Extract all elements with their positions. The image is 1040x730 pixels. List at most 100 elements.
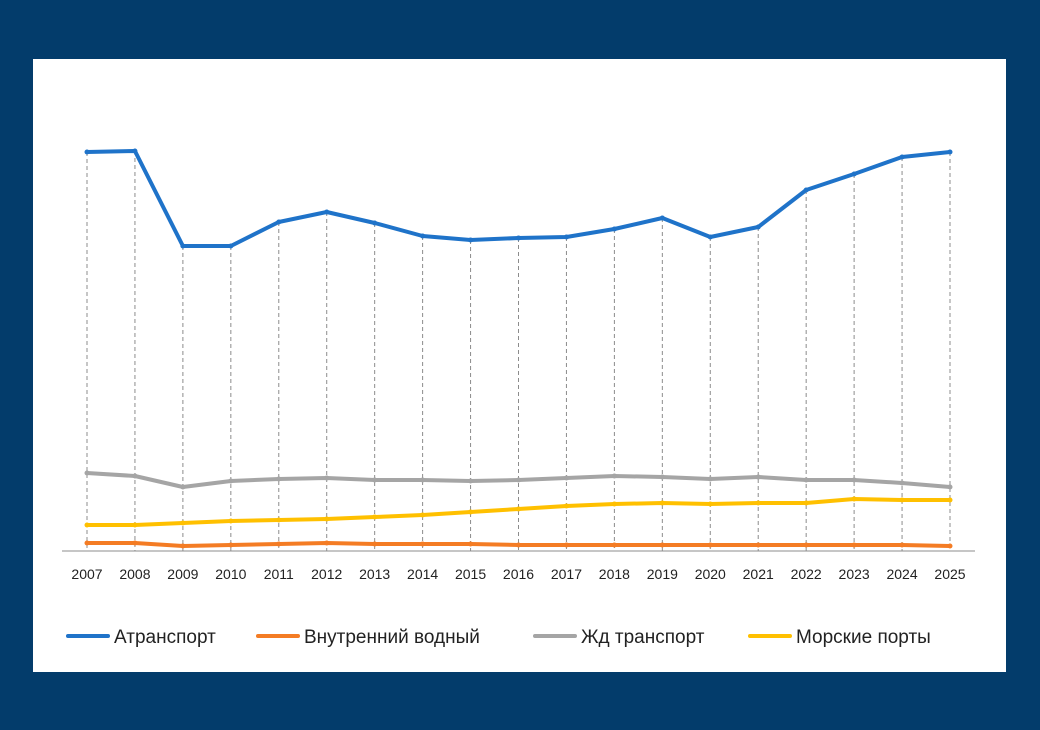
data-point <box>755 474 761 480</box>
data-point <box>180 543 186 549</box>
x-tick-label: 2013 <box>359 566 390 582</box>
data-point <box>516 542 521 548</box>
x-tick-label: 2009 <box>167 566 198 582</box>
data-point <box>707 234 713 240</box>
data-point <box>132 148 138 154</box>
data-point <box>468 478 474 484</box>
data-point <box>947 543 953 549</box>
data-point <box>372 477 378 483</box>
data-point <box>372 514 378 520</box>
data-point <box>563 542 569 548</box>
data-point <box>180 243 186 249</box>
data-point <box>468 541 474 547</box>
data-point <box>899 542 905 548</box>
data-point <box>276 219 282 225</box>
x-tick-label: 2017 <box>551 566 582 582</box>
x-tick-label: 2016 <box>503 566 534 582</box>
x-tick-label: 2014 <box>407 566 438 582</box>
data-point <box>372 541 378 547</box>
data-point <box>84 540 90 546</box>
data-point <box>947 149 953 155</box>
data-point <box>420 541 426 547</box>
data-point <box>468 237 474 243</box>
data-point <box>468 509 474 515</box>
x-tick-label: 2008 <box>119 566 150 582</box>
data-point <box>803 477 809 483</box>
data-point <box>228 518 234 524</box>
data-point <box>611 226 617 232</box>
data-point <box>516 477 521 483</box>
data-point <box>899 154 905 160</box>
data-point <box>851 496 857 502</box>
data-point <box>707 476 713 482</box>
data-point <box>947 484 953 490</box>
series-line <box>85 149 952 248</box>
data-point <box>659 500 665 506</box>
x-tick-label: 2019 <box>647 566 678 582</box>
x-tick-label: 2015 <box>455 566 486 582</box>
data-point <box>563 475 569 481</box>
x-tick-label: 2024 <box>886 566 917 582</box>
legend-label: Жд транспорт <box>581 627 705 648</box>
data-point <box>180 484 186 490</box>
data-point <box>851 542 857 548</box>
data-point <box>899 480 905 486</box>
data-point <box>755 224 761 230</box>
x-tick-label: 2012 <box>311 566 342 582</box>
data-point <box>563 234 569 240</box>
data-point <box>420 233 426 239</box>
x-tick-label: 2018 <box>599 566 630 582</box>
legend-label: Морские порты <box>796 627 931 648</box>
x-tick-label: 2010 <box>215 566 246 582</box>
data-point <box>755 542 761 548</box>
data-point <box>516 506 521 512</box>
data-point <box>84 522 90 528</box>
data-point <box>755 500 761 506</box>
data-point <box>707 501 713 507</box>
data-point <box>132 540 138 546</box>
chart-panel <box>33 59 1006 672</box>
x-tick-label: 2021 <box>743 566 774 582</box>
legend-label: Атранспорт <box>114 627 216 648</box>
data-point <box>228 243 234 249</box>
data-point <box>611 473 617 479</box>
legend-item: Жд транспорт <box>533 627 705 648</box>
data-point <box>707 542 713 548</box>
data-point <box>803 187 809 193</box>
data-point <box>276 517 282 523</box>
data-point <box>324 209 330 215</box>
data-point <box>851 477 857 483</box>
data-point <box>324 475 330 481</box>
data-point <box>420 512 426 518</box>
data-point <box>276 541 282 547</box>
data-point <box>228 478 234 484</box>
data-point <box>659 542 665 548</box>
x-tick-label: 2020 <box>695 566 726 582</box>
x-tick-label: 2011 <box>264 566 294 582</box>
x-tick-label: 2007 <box>71 566 102 582</box>
data-point <box>84 470 90 476</box>
data-point <box>324 516 330 522</box>
data-point <box>803 542 809 548</box>
data-point <box>851 171 857 177</box>
legend-item: Внутренний водный <box>256 627 480 648</box>
legend-item: Атранспорт <box>66 627 216 648</box>
data-point <box>228 542 234 548</box>
data-point <box>659 474 665 480</box>
data-point <box>659 215 665 221</box>
data-point <box>563 503 569 509</box>
legend-item: Морские порты <box>748 627 931 648</box>
x-tick-label: 2025 <box>934 566 965 582</box>
data-point <box>84 149 90 155</box>
data-point <box>180 520 186 526</box>
data-point <box>276 476 282 482</box>
data-point <box>611 501 617 507</box>
data-point <box>899 497 905 503</box>
data-point <box>803 500 809 506</box>
data-point <box>516 235 521 241</box>
x-tick-label: 2022 <box>791 566 822 582</box>
data-point <box>947 497 953 503</box>
data-point <box>132 473 138 479</box>
data-point <box>324 540 330 546</box>
